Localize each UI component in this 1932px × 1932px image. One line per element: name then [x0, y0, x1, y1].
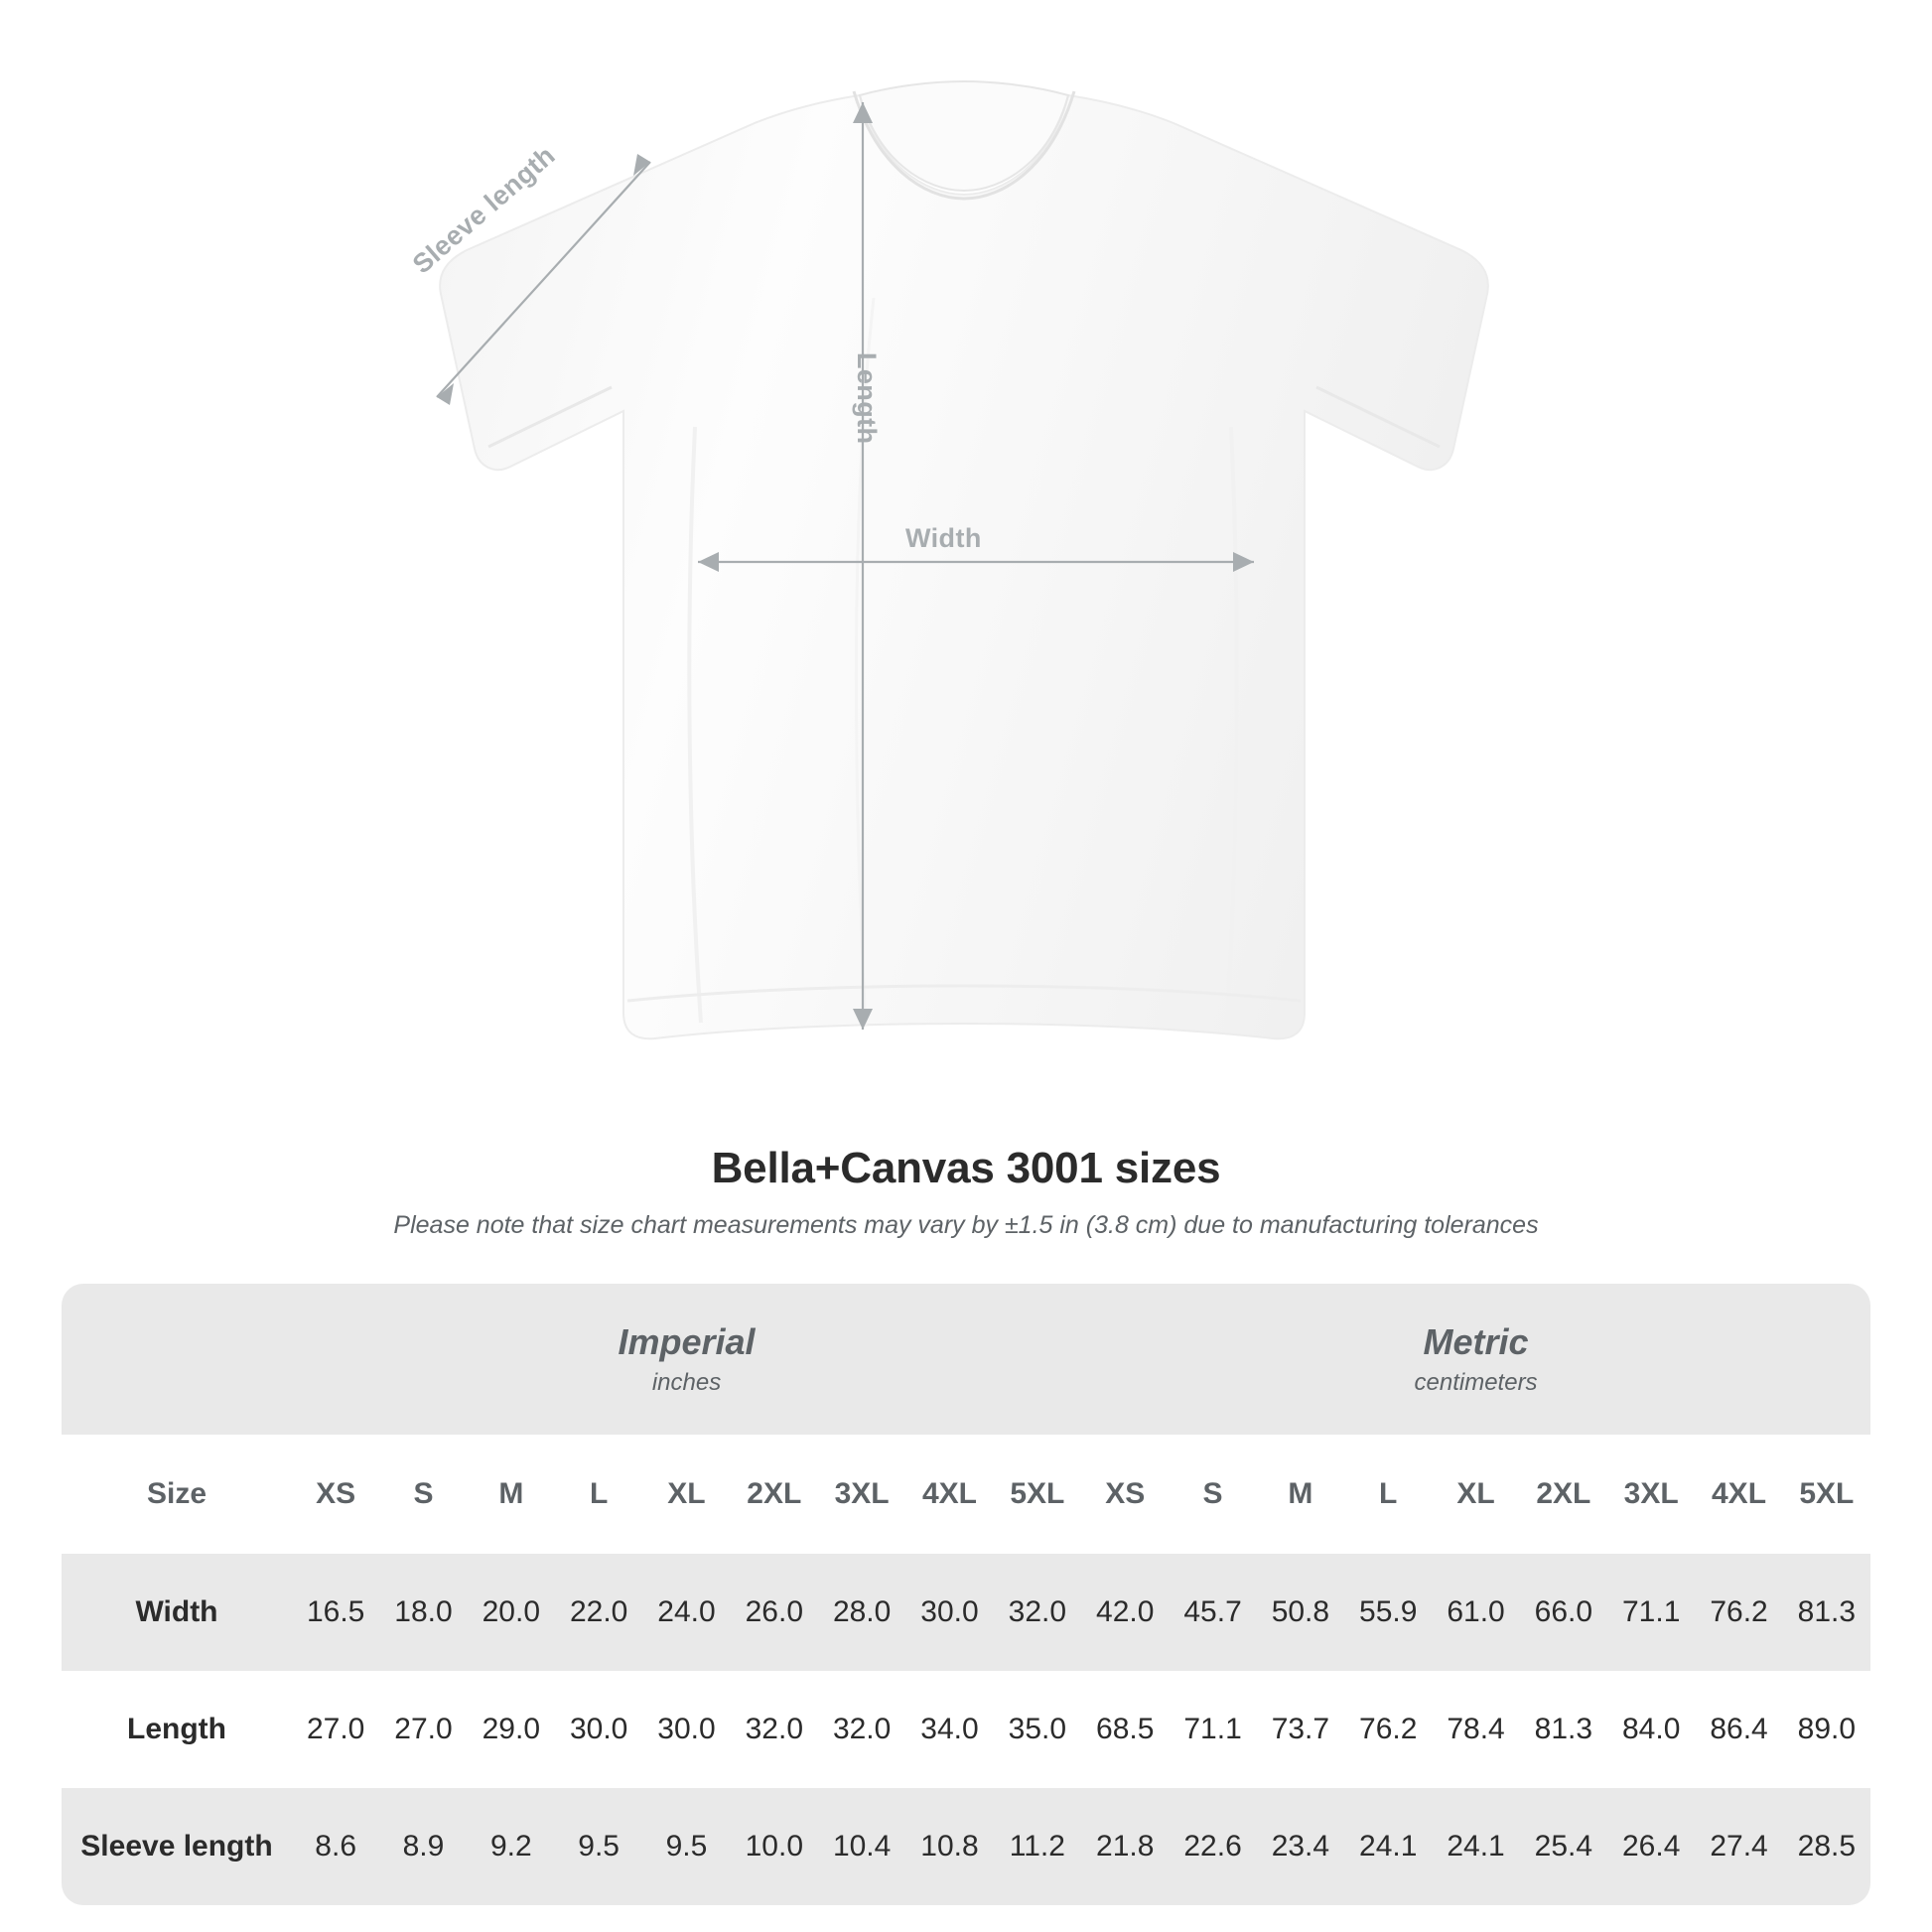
cell-value: 10.4 [817, 1788, 906, 1905]
page-title: Bella+Canvas 3001 sizes [711, 1144, 1221, 1192]
size-header-imperial-s: S [379, 1435, 468, 1554]
size-header-metric-l: L [1344, 1435, 1433, 1554]
cell-value: 71.1 [1607, 1554, 1696, 1671]
unit-group-name: Imperial [618, 1321, 756, 1363]
unit-group-name: Metric [1423, 1321, 1529, 1363]
cell-value: 30.0 [554, 1671, 643, 1788]
size-header-imperial-l: L [554, 1435, 643, 1554]
size-header-metric-4xl: 4XL [1695, 1435, 1783, 1554]
row-label-sleeve-length: Sleeve length [62, 1788, 292, 1905]
size-header-metric-2xl: 2XL [1519, 1435, 1608, 1554]
cell-value: 8.9 [379, 1788, 468, 1905]
table-row: Width 16.5 18.0 20.0 22.0 24.0 26.0 28.0 30.0 32.… [62, 1554, 1870, 1671]
size-header-imperial-3xl: 3XL [817, 1435, 906, 1554]
cell-value: 89.0 [1782, 1671, 1870, 1788]
cell-value: 16.5 [292, 1554, 380, 1671]
cell-value: 28.5 [1782, 1788, 1870, 1905]
cell-value: 66.0 [1519, 1554, 1608, 1671]
cell-value: 24.1 [1344, 1788, 1433, 1905]
table-row: Length 27.0 27.0 29.0 30.0 30.0 32.0 32.0 34.0 35… [62, 1671, 1870, 1788]
cell-value: 26.4 [1607, 1788, 1696, 1905]
tshirt-illustration: Sleeve length Length Width [407, 79, 1489, 1040]
size-column-header: Size [62, 1435, 292, 1554]
cell-value: 21.8 [1081, 1788, 1170, 1905]
unit-group-row: Imperial inches Metric centimeters [62, 1284, 1870, 1435]
cell-value: 9.2 [467, 1788, 555, 1905]
cell-value: 55.9 [1344, 1554, 1433, 1671]
size-header-imperial-xl: XL [642, 1435, 731, 1554]
cell-value: 29.0 [467, 1671, 555, 1788]
cell-value: 32.0 [817, 1671, 906, 1788]
size-header-imperial-5xl: 5XL [993, 1435, 1082, 1554]
row-label-width: Width [62, 1554, 292, 1671]
size-header-imperial-4xl: 4XL [905, 1435, 994, 1554]
cell-value: 73.7 [1256, 1671, 1345, 1788]
cell-value: 23.4 [1256, 1788, 1345, 1905]
cell-value: 61.0 [1432, 1554, 1520, 1671]
width-dimension-label: Width [905, 523, 982, 553]
cell-value: 42.0 [1081, 1554, 1170, 1671]
cell-value: 22.0 [554, 1554, 643, 1671]
cell-value: 32.0 [993, 1554, 1082, 1671]
cell-value: 10.0 [730, 1788, 818, 1905]
cell-value: 78.4 [1432, 1671, 1520, 1788]
cell-value: 35.0 [993, 1671, 1082, 1788]
cell-value: 34.0 [905, 1671, 994, 1788]
size-header-metric-m: M [1256, 1435, 1345, 1554]
cell-value: 81.3 [1519, 1671, 1608, 1788]
cell-value: 27.4 [1695, 1788, 1783, 1905]
unit-group-subtitle: inches [651, 1368, 722, 1396]
cell-value: 30.0 [642, 1671, 731, 1788]
cell-value: 76.2 [1344, 1671, 1433, 1788]
cell-value: 86.4 [1695, 1671, 1783, 1788]
cell-value: 45.7 [1169, 1554, 1257, 1671]
cell-value: 81.3 [1782, 1554, 1870, 1671]
length-dimension-label: Length [852, 352, 882, 445]
row-label-length: Length [62, 1671, 292, 1788]
size-header-metric-s: S [1169, 1435, 1257, 1554]
cell-value: 24.0 [642, 1554, 731, 1671]
size-header-metric-xl: XL [1432, 1435, 1520, 1554]
size-header-metric-5xl: 5XL [1782, 1435, 1870, 1554]
unit-group-imperial: Imperial inches [292, 1284, 1082, 1435]
cell-value: 71.1 [1169, 1671, 1257, 1788]
cell-value: 27.0 [379, 1671, 468, 1788]
cell-value: 8.6 [292, 1788, 380, 1905]
tshirt-graphic [436, 79, 1489, 1040]
size-header-imperial-2xl: 2XL [730, 1435, 818, 1554]
cell-value: 27.0 [292, 1671, 380, 1788]
cell-value: 26.0 [730, 1554, 818, 1671]
cell-value: 76.2 [1695, 1554, 1783, 1671]
dimension-arrows [436, 102, 1254, 1030]
cell-value: 9.5 [642, 1788, 731, 1905]
size-table-container: Imperial inches Metric centimeters Size XS S M L… [62, 1284, 1870, 1905]
cell-value: 24.1 [1432, 1788, 1520, 1905]
size-table: Imperial inches Metric centimeters Size XS S M L… [62, 1284, 1870, 1905]
cell-value: 22.6 [1169, 1788, 1257, 1905]
cell-value: 50.8 [1256, 1554, 1345, 1671]
cell-value: 20.0 [467, 1554, 555, 1671]
cell-value: 9.5 [554, 1788, 643, 1905]
page-subtitle: Please note that size chart measurements… [393, 1211, 1539, 1239]
table-row: Sleeve length 8.6 8.9 9.2 9.5 9.5 10.0 10.4 10.8… [62, 1788, 1870, 1905]
unit-row-spacer [62, 1284, 292, 1435]
unit-group-subtitle: centimeters [1414, 1368, 1538, 1396]
cell-value: 18.0 [379, 1554, 468, 1671]
cell-value: 28.0 [817, 1554, 906, 1671]
size-header-imperial-m: M [467, 1435, 555, 1554]
size-header-imperial-xs: XS [292, 1435, 380, 1554]
size-header-row: Size XS S M L XL 2XL 3XL 4XL 5XL XS S M L XL 2XL 3XL 4XL 5… [62, 1435, 1870, 1554]
unit-group-metric: Metric centimeters [1081, 1284, 1870, 1435]
size-header-metric-xs: XS [1081, 1435, 1170, 1554]
cell-value: 25.4 [1519, 1788, 1608, 1905]
cell-value: 32.0 [730, 1671, 818, 1788]
cell-value: 84.0 [1607, 1671, 1696, 1788]
cell-value: 11.2 [993, 1788, 1082, 1905]
cell-value: 68.5 [1081, 1671, 1170, 1788]
size-header-metric-3xl: 3XL [1607, 1435, 1696, 1554]
cell-value: 10.8 [905, 1788, 994, 1905]
cell-value: 30.0 [905, 1554, 994, 1671]
